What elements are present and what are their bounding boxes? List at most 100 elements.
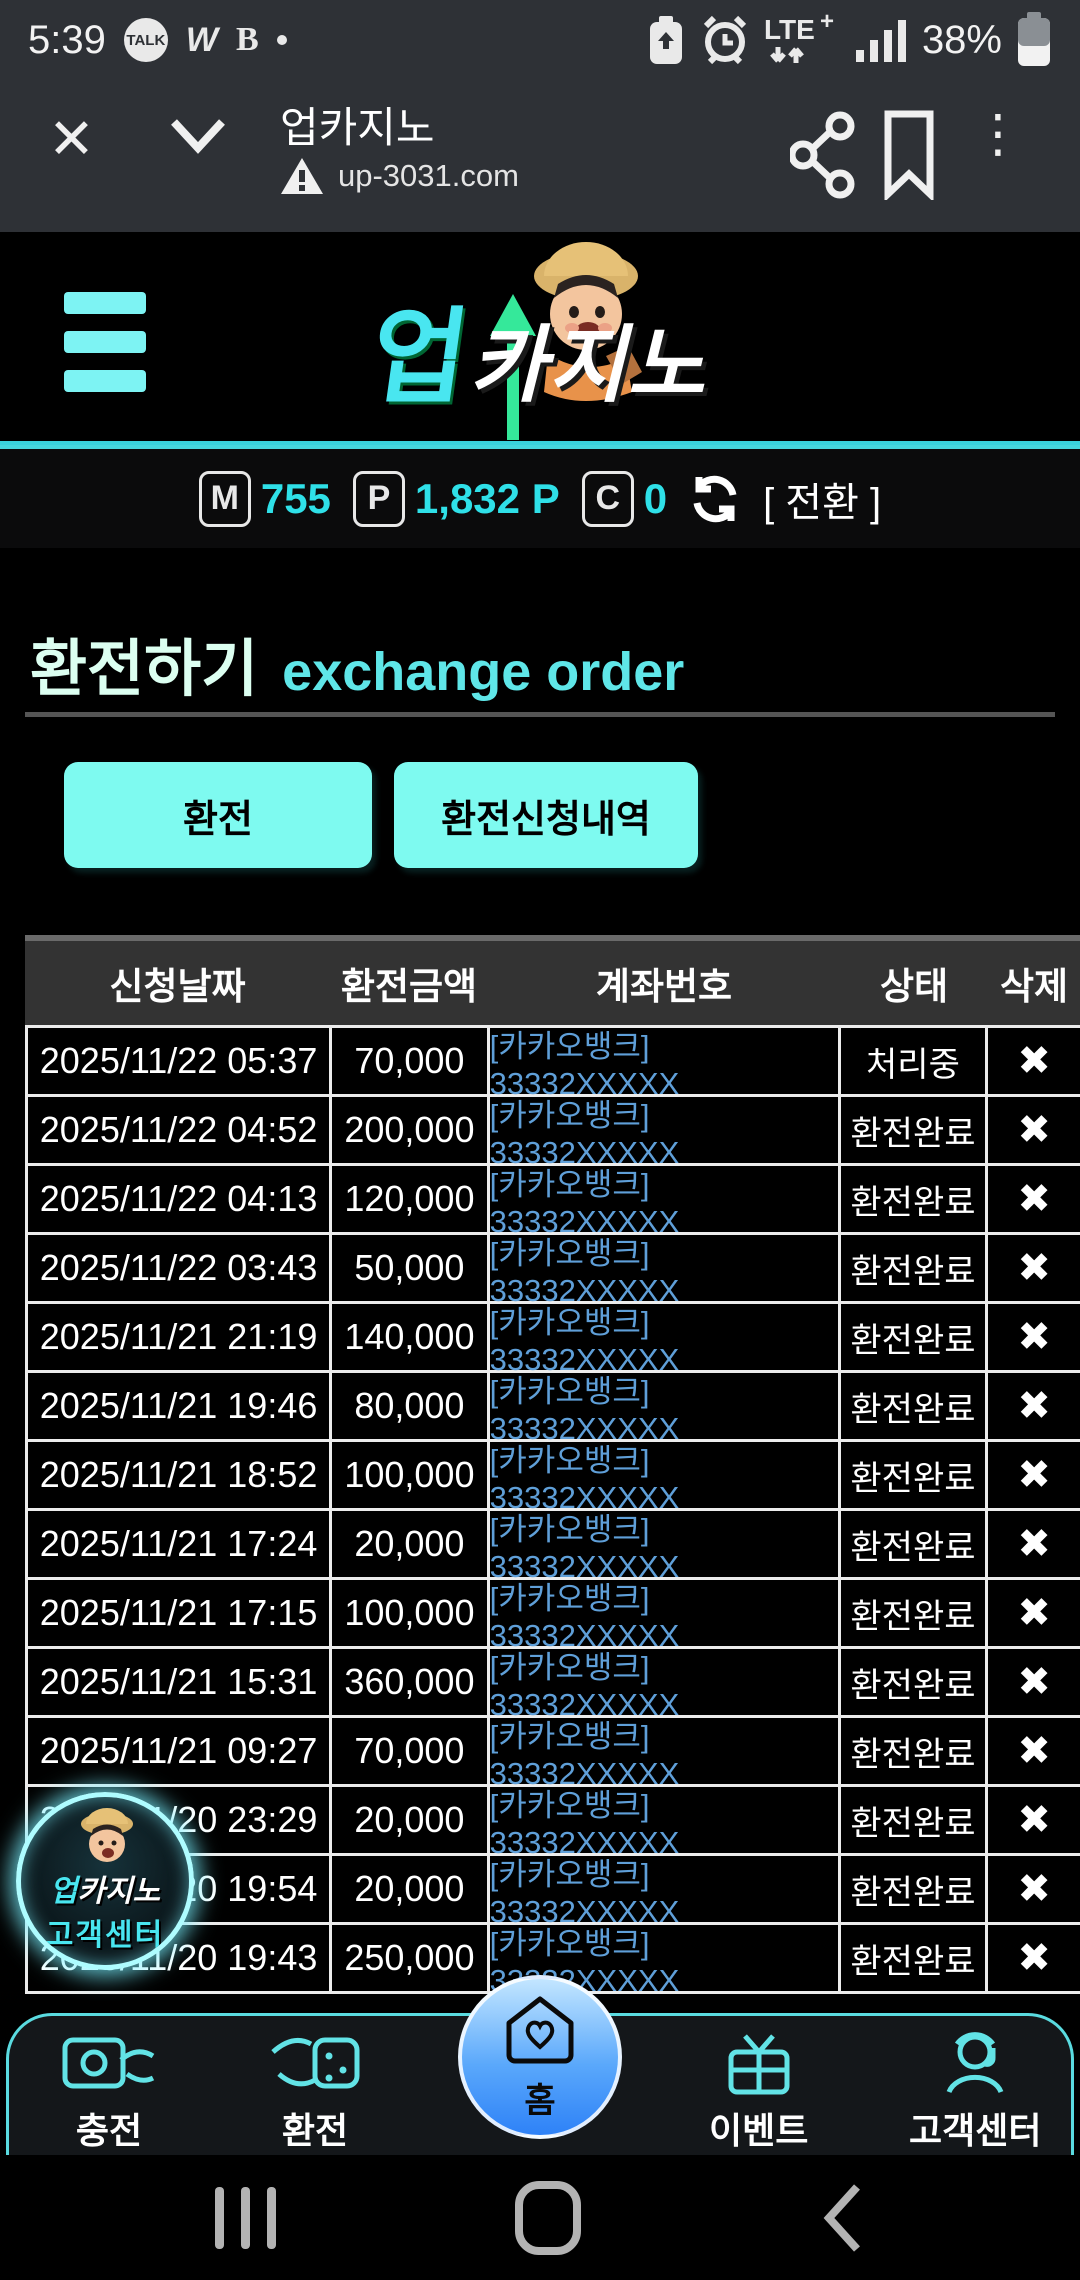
cell-amount: 140,000	[332, 1304, 490, 1370]
nav-label: 고객센터	[909, 2110, 1042, 2151]
exchange-history-button[interactable]: 환전신청내역	[394, 762, 698, 868]
delete-row-button[interactable]: ✖	[1017, 1384, 1051, 1428]
url-row[interactable]: up-3031.com	[280, 156, 519, 196]
cell-date: 2025/11/21 18:52	[28, 1442, 333, 1508]
divider	[25, 712, 1055, 717]
table-row: 2025/11/22 04:13 120,000 [카카오뱅크] 33332XX…	[28, 1166, 1080, 1239]
cell-amount: 360,000	[332, 1649, 490, 1715]
nav-item-charge[interactable]: 충전	[61, 2030, 157, 2154]
home-button[interactable]	[513, 2179, 583, 2257]
url-text: up-3031.com	[338, 158, 519, 193]
delete-row-button[interactable]: ✖	[1017, 1936, 1051, 1980]
cell-account-link[interactable]: [카카오뱅크] 33332XXXXX	[490, 1097, 841, 1170]
customer-center-floating-button[interactable]: 업카지노 고객센터	[16, 1792, 194, 1970]
cell-amount: 250,000	[332, 1925, 490, 1991]
page-heading: 환전하기 exchange order	[30, 618, 684, 708]
cell-status: 환전완료	[841, 1511, 989, 1577]
cell-account-link[interactable]: [카카오뱅크] 33332XXXXX	[490, 1511, 841, 1584]
cell-date: 2025/11/22 04:13	[28, 1166, 333, 1232]
android-navigation-bar	[0, 2155, 1080, 2280]
cell-amount: 80,000	[332, 1373, 490, 1439]
cell-status: 환전완료	[841, 1718, 989, 1784]
nav-item-event[interactable]: 이벤트	[709, 2030, 808, 2154]
cell-account-link[interactable]: [카카오뱅크] 33332XXXXX	[490, 1442, 841, 1515]
bookmark-icon[interactable]	[880, 108, 938, 200]
cell-status: 환전완료	[841, 1649, 989, 1715]
nav-item-home[interactable]: 홈	[458, 1975, 622, 2139]
nav-item-support[interactable]: 고객센터	[909, 2030, 1041, 2154]
cell-account-link[interactable]: [카카오뱅크] 33332XXXXX	[490, 1718, 841, 1791]
cell-account-link[interactable]: [카카오뱅크] 33332XXXXX	[490, 1304, 841, 1377]
nav-item-exchange[interactable]: 환전	[267, 2030, 363, 2154]
cell-account-link[interactable]: [카카오뱅크] 33332XXXXX	[490, 1235, 841, 1308]
delete-row-button[interactable]: ✖	[1017, 1315, 1051, 1359]
coupon-balance: C 0	[581, 470, 668, 527]
cell-status: 환전완료	[841, 1166, 989, 1232]
cell-account-link[interactable]: [카카오뱅크] 33332XXXXX	[490, 1373, 841, 1446]
table-row: 2025/11/22 04:52 200,000 [카카오뱅크] 33332XX…	[28, 1097, 1080, 1170]
logo-up-text: 업	[363, 300, 476, 416]
overflow-menu-icon[interactable]: ⋮	[972, 105, 1024, 163]
cell-status: 환전완료	[841, 1373, 989, 1439]
exchange-icon	[271, 2037, 360, 2089]
back-button[interactable]	[819, 2179, 865, 2257]
nav-label: 충전	[75, 2110, 143, 2151]
delete-row-button[interactable]: ✖	[1017, 1453, 1051, 1497]
delete-row-button[interactable]: ✖	[1017, 1798, 1051, 1842]
cell-amount: 120,000	[332, 1166, 490, 1232]
delete-row-button[interactable]: ✖	[1017, 1108, 1051, 1152]
mascot-boy-mini-image	[81, 1808, 133, 1862]
battery-saver-icon	[649, 16, 682, 64]
delete-row-button[interactable]: ✖	[1017, 1660, 1051, 1704]
delete-row-button[interactable]: ✖	[1017, 1729, 1051, 1773]
delete-row-button[interactable]: ✖	[1017, 1591, 1051, 1635]
convert-button[interactable]: [ 전환 ]	[763, 480, 882, 525]
cell-account-link[interactable]: [카카오뱅크] 33332XXXXX	[490, 1649, 841, 1722]
page-title-korean: 환전하기	[30, 635, 259, 704]
site-logo[interactable]: 업 카지노	[0, 232, 1080, 441]
cell-account-link[interactable]: [카카오뱅크] 33332XXXXX	[490, 1166, 841, 1239]
close-tab-icon[interactable]: ✕	[48, 107, 95, 170]
col-header-date: 신청날짜	[109, 966, 246, 1007]
cell-amount: 20,000	[332, 1856, 490, 1922]
share-icon[interactable]	[790, 110, 856, 200]
cell-date: 2025/11/21 17:15	[28, 1580, 333, 1646]
chevron-down-icon[interactable]	[158, 100, 238, 170]
money-balance: M 755	[198, 470, 331, 527]
table-row: 2025/11/21 09:27 70,000 [카카오뱅크] 33332XXX…	[28, 1718, 1080, 1791]
table-row: 2025/11/21 21:19 140,000 [카카오뱅크] 33332XX…	[28, 1304, 1080, 1377]
recents-button[interactable]	[215, 2186, 276, 2249]
cell-date: 2025/11/21 21:19	[28, 1304, 333, 1370]
delete-row-button[interactable]: ✖	[1017, 1039, 1051, 1083]
svg-text:LTE: LTE	[764, 14, 815, 45]
hamburger-menu-icon[interactable]	[64, 292, 146, 392]
cell-account-link[interactable]: [카카오뱅크] 33332XXXXX	[490, 1856, 841, 1929]
status-bar: 5:39 TALK W B LTE + 38%	[0, 0, 1080, 80]
home-heart-icon	[506, 1996, 574, 2063]
exchange-button[interactable]: 환전	[64, 762, 372, 868]
cell-account-link[interactable]: [카카오뱅크] 33332XXXXX	[490, 1028, 841, 1101]
status-right: LTE + 38%	[646, 11, 1052, 69]
col-header-delete: 삭제	[999, 966, 1069, 1007]
cell-date: 2025/11/21 15:31	[28, 1649, 333, 1715]
cell-account-link[interactable]: [카카오뱅크] 33332XXXXX	[490, 1787, 841, 1860]
point-value: 1,832 P	[414, 474, 560, 522]
delete-row-button[interactable]: ✖	[1017, 1177, 1051, 1221]
cell-status: 환전완료	[841, 1856, 989, 1922]
site-header: 업 카지노	[0, 232, 1080, 445]
cell-account-link[interactable]: [카카오뱅크] 33332XXXXX	[490, 1580, 841, 1653]
nav-label: 이벤트	[709, 2110, 809, 2151]
alarm-icon	[703, 15, 747, 65]
cell-amount: 50,000	[332, 1235, 490, 1301]
table-row: 2025/11/21 17:15 100,000 [카카오뱅크] 33332XX…	[28, 1580, 1080, 1653]
delete-row-button[interactable]: ✖	[1017, 1522, 1051, 1566]
cell-amount: 20,000	[332, 1787, 490, 1853]
point-icon: P	[352, 470, 405, 527]
up-arrow-icon	[490, 294, 536, 440]
delete-row-button[interactable]: ✖	[1017, 1867, 1051, 1911]
coupon-value: 0	[643, 474, 668, 522]
refresh-icon[interactable]	[689, 473, 741, 525]
balance-bar: M 755 P 1,832 P C 0 [ 전환 ]	[0, 445, 1080, 548]
page-title-english: exchange order	[282, 642, 685, 702]
delete-row-button[interactable]: ✖	[1017, 1246, 1051, 1290]
